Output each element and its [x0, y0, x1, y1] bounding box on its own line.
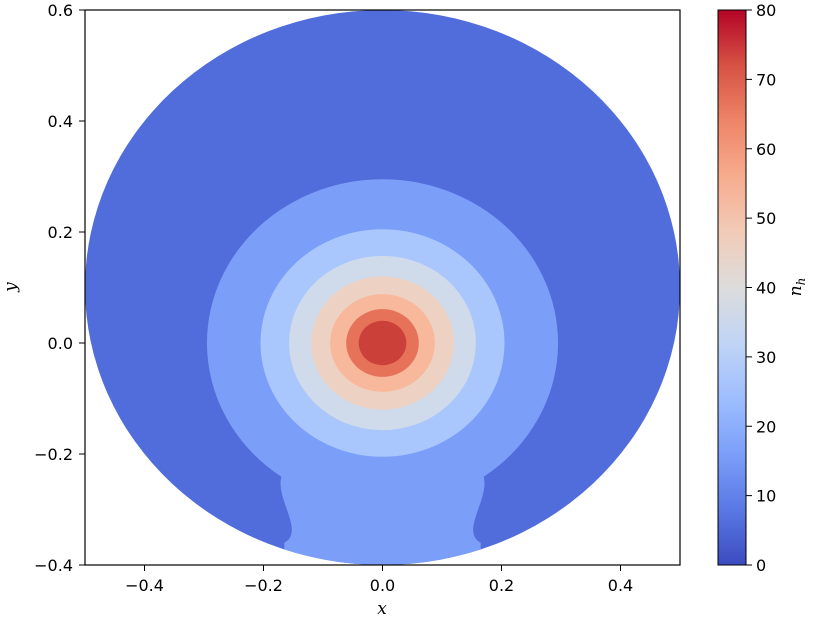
colorbar-tick-label: 30: [756, 348, 776, 367]
colorbar-ticks: 0 10 20 30 40 50 60 70 80: [746, 1, 776, 575]
x-tick-label: 0.2: [489, 576, 514, 595]
y-axis-label: y: [1, 282, 21, 293]
y-tick-label: 0.6: [48, 1, 73, 20]
x-tick-label: −0.2: [244, 576, 283, 595]
y-tick-label: 0.0: [48, 334, 73, 353]
contour-band-70-80: [358, 320, 407, 366]
colorbar-tick-label: 70: [756, 70, 776, 89]
y-tick-label: 0.2: [48, 223, 73, 242]
y-tick-label: 0.4: [48, 112, 73, 131]
contour-fill-group: [85, 10, 680, 565]
y-tick-label: −0.2: [34, 445, 73, 464]
x-tick-label: −0.4: [125, 576, 164, 595]
colorbar-tick-label: 80: [756, 1, 776, 20]
colorbar-tick-label: 20: [756, 417, 776, 436]
colorbar-tick-label: 60: [756, 140, 776, 159]
y-tick-label: −0.4: [34, 556, 73, 575]
colorbar-label: nh: [786, 278, 808, 297]
x-tick-label: 0.4: [608, 576, 633, 595]
x-tick-label: 0.0: [370, 576, 395, 595]
colorbar-tick-label: 0: [756, 556, 766, 575]
colorbar-tick-label: 50: [756, 209, 776, 228]
y-axis: −0.4 −0.2 0.0 0.2 0.4 0.6: [34, 1, 85, 575]
colorbar-tick-label: 40: [756, 279, 776, 298]
x-axis-label: x: [377, 599, 387, 619]
colorbar: [718, 10, 746, 565]
colorbar-tick-label: 10: [756, 487, 776, 506]
x-axis: −0.4 −0.2 0.0 0.2 0.4: [125, 565, 633, 595]
